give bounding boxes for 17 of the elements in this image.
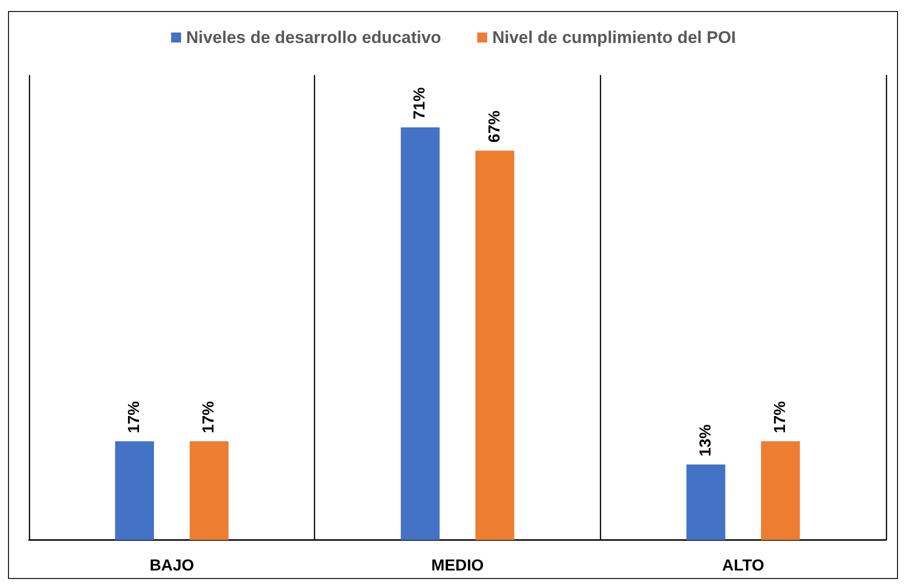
bar [686, 464, 726, 540]
data-label: 17% [126, 401, 144, 434]
bar [400, 127, 440, 540]
x-tick-label: BAJO [150, 558, 194, 574]
data-label: 67% [486, 110, 504, 143]
bar [475, 150, 514, 540]
data-label: 71% [412, 87, 429, 120]
bar [115, 441, 154, 540]
data-label: 17% [200, 401, 218, 434]
x-tick-label: MEDIO [431, 558, 484, 574]
bar [190, 441, 229, 540]
legend-label: Niveles de desarrollo educativo [186, 28, 442, 47]
bar [761, 441, 800, 540]
data-label: 13% [697, 424, 714, 456]
legend-label: Nivel de cumplimiento del POI [492, 28, 736, 47]
data-label: 17% [772, 401, 789, 434]
x-tick-label: ALTO [722, 558, 764, 574]
